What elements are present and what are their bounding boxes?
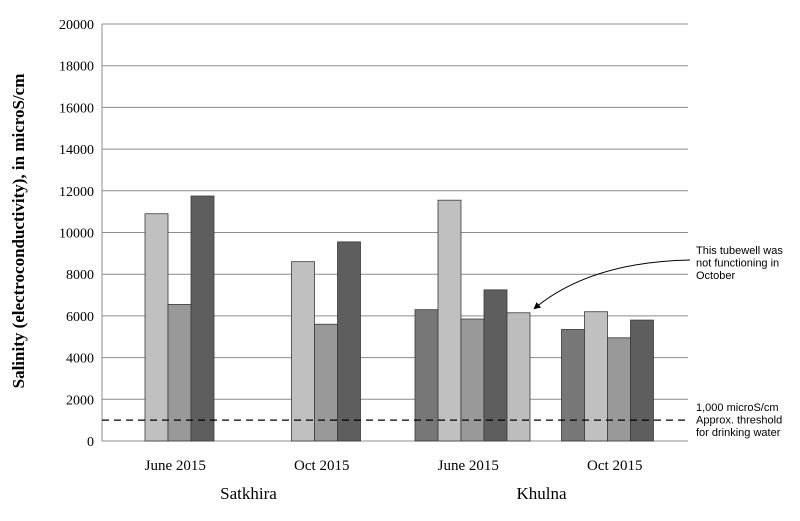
- bar: [630, 319, 654, 442]
- y-tick-label: 20000: [59, 18, 94, 33]
- annotation-text: October: [696, 270, 735, 282]
- bar: [437, 199, 462, 442]
- region-label: Khulna: [516, 484, 567, 503]
- annotation-text: This tubewell was: [696, 245, 783, 257]
- y-tick-label: 16000: [59, 101, 94, 116]
- y-tick-label: 12000: [59, 185, 94, 200]
- y-tick-label: 0: [87, 435, 94, 450]
- y-tick-labels: 0 2000 4000 6000 8000 10000 12000 14000 16000 180…: [59, 18, 94, 450]
- threshold-label: Approx. threshold: [696, 415, 782, 427]
- bar: [460, 318, 485, 442]
- y-tick-label: 14000: [59, 143, 94, 158]
- bar: [190, 195, 215, 442]
- bar: [506, 312, 531, 442]
- bar: [337, 241, 361, 442]
- x-tick-label: Oct 2015: [587, 458, 642, 474]
- y-tick-label: 10000: [59, 227, 94, 242]
- y-tick-label: 18000: [59, 60, 94, 75]
- y-tick-label: 2000: [66, 393, 94, 408]
- x-tick-label: Oct 2015: [294, 458, 349, 474]
- bar: [607, 337, 631, 442]
- bars: [144, 195, 654, 442]
- bar: [414, 309, 439, 442]
- y-tick-label: 4000: [66, 352, 94, 367]
- bar: [561, 329, 585, 442]
- bar: [291, 261, 315, 442]
- x-tick-labels: June 2015 Oct 2015 June 2015 Oct 2015 Satkhi…: [145, 458, 643, 503]
- y-axis-label: Salinity (electroconductivity), in micro…: [9, 74, 28, 389]
- x-tick-label: June 2015: [145, 458, 206, 474]
- y-tick-label: 8000: [66, 268, 94, 283]
- annotation-arrow: [533, 259, 691, 310]
- annotation-text: not functioning in: [696, 258, 779, 270]
- threshold-label: 1,000 microS/cm: [696, 402, 779, 414]
- bar: [584, 311, 608, 442]
- threshold-label: for drinking water: [696, 427, 781, 439]
- bar: [314, 323, 338, 442]
- bar: [483, 289, 508, 442]
- x-tick-label: June 2015: [438, 458, 499, 474]
- y-tick-label: 6000: [66, 310, 94, 325]
- region-label: Satkhira: [220, 484, 277, 503]
- bar: [144, 213, 169, 442]
